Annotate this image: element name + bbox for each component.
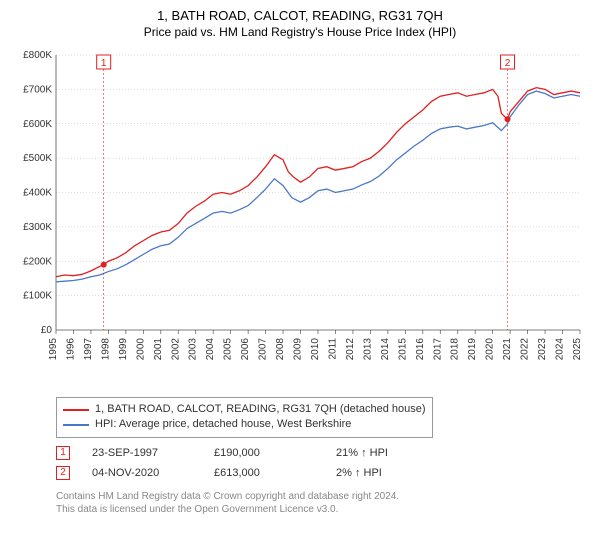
svg-text:2024: 2024 [555,338,566,361]
legend-row: HPI: Average price, detached house, West… [63,417,426,432]
chart-svg: £0 £100K £200K £300K £400K £500K £600K £700K £80… [12,45,588,385]
marker-date: 23-SEP-1997 [92,447,192,459]
marker-date: 04-NOV-2020 [92,467,192,479]
svg-text:2023: 2023 [537,338,548,361]
svg-text:£700K: £700K [23,84,52,95]
svg-text:2019: 2019 [467,338,478,361]
svg-text:2: 2 [505,58,511,69]
svg-text:2004: 2004 [205,338,216,361]
svg-text:2007: 2007 [258,338,269,361]
svg-text:2008: 2008 [275,338,286,361]
svg-text:1999: 1999 [118,338,129,361]
svg-text:£100K: £100K [23,291,52,302]
svg-text:£600K: £600K [23,119,52,130]
svg-text:£800K: £800K [23,50,52,61]
page-title: 1, BATH ROAD, CALCOT, READING, RG31 7QH [12,8,588,23]
svg-text:2015: 2015 [397,338,408,361]
marker-row: 2 04-NOV-2020 £613,000 2% ↑ HPI [56,466,588,480]
svg-text:£0: £0 [41,325,53,336]
svg-text:2017: 2017 [432,338,443,361]
svg-text:2000: 2000 [135,338,146,361]
svg-text:2021: 2021 [502,338,513,361]
svg-text:2014: 2014 [380,338,391,361]
svg-text:2003: 2003 [188,338,199,361]
marker-table: 1 23-SEP-1997 £190,000 21% ↑ HPI 2 04-NOV-202… [56,446,588,486]
svg-text:2009: 2009 [293,338,304,361]
marker-num: 2 [56,466,70,480]
svg-text:2016: 2016 [415,338,426,361]
page-subtitle: Price paid vs. HM Land Registry's House … [12,25,588,39]
footer-line1: Contains HM Land Registry data © Crown c… [56,490,588,503]
marker-diff: 21% ↑ HPI [336,447,436,459]
footer-line2: This data is licensed under the Open Gov… [56,503,588,516]
legend-swatch [63,424,89,426]
svg-text:2022: 2022 [520,338,531,361]
svg-text:2011: 2011 [327,338,338,360]
footer: Contains HM Land Registry data © Crown c… [56,490,588,516]
svg-text:2010: 2010 [310,338,321,361]
svg-text:£500K: £500K [23,153,52,164]
svg-text:2005: 2005 [223,338,234,361]
price-chart: £0 £100K £200K £300K £400K £500K £600K £700K £80… [12,45,588,385]
svg-text:1: 1 [101,58,107,69]
svg-text:2020: 2020 [485,338,496,361]
svg-text:£200K: £200K [23,256,52,267]
marker-num: 1 [56,446,70,460]
svg-text:£300K: £300K [23,222,52,233]
legend-swatch [63,409,89,411]
svg-text:2002: 2002 [170,338,181,361]
svg-text:2018: 2018 [450,338,461,361]
marker-row: 1 23-SEP-1997 £190,000 21% ↑ HPI [56,446,588,460]
svg-text:1996: 1996 [65,338,76,361]
legend-row: 1, BATH ROAD, CALCOT, READING, RG31 7QH … [63,402,426,417]
marker-price: £613,000 [214,467,314,479]
svg-text:1997: 1997 [83,338,94,361]
svg-text:1998: 1998 [100,338,111,361]
svg-text:1995: 1995 [48,338,59,361]
svg-text:2013: 2013 [362,338,373,361]
marker-diff: 2% ↑ HPI [336,467,436,479]
svg-text:2001: 2001 [153,338,164,361]
svg-text:£400K: £400K [23,188,52,199]
svg-text:2025: 2025 [572,338,583,361]
legend: 1, BATH ROAD, CALCOT, READING, RG31 7QH … [56,397,433,438]
svg-text:2012: 2012 [345,338,356,361]
legend-label: 1, BATH ROAD, CALCOT, READING, RG31 7QH … [95,402,426,417]
legend-label: HPI: Average price, detached house, West… [95,417,351,432]
marker-price: £190,000 [214,447,314,459]
svg-text:2006: 2006 [240,338,251,361]
